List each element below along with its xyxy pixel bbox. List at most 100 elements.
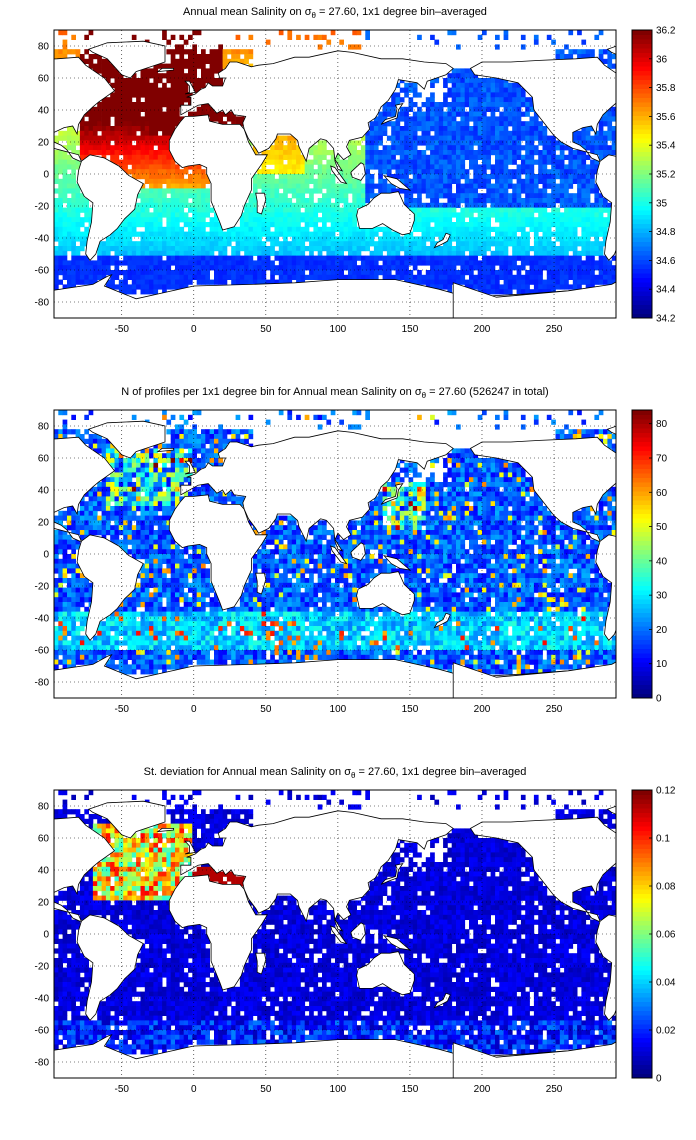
data-cell <box>477 212 483 218</box>
data-cell <box>183 246 189 252</box>
data-cell <box>309 255 314 261</box>
data-cell <box>477 193 483 199</box>
data-cell <box>114 635 120 641</box>
data-cell <box>58 188 63 194</box>
data-cell <box>438 174 444 180</box>
data-cell <box>209 279 215 285</box>
data-cell <box>218 279 223 285</box>
data-cell <box>287 241 293 247</box>
colorbar-segment <box>632 160 652 166</box>
data-cell <box>339 250 344 256</box>
data-cell <box>438 164 444 170</box>
data-cell <box>421 250 427 256</box>
data-cell <box>585 198 591 204</box>
data-cell <box>603 202 608 208</box>
data-cell <box>317 188 323 194</box>
data-cell <box>486 150 491 156</box>
y-tick-label: 60 <box>38 74 50 85</box>
data-cell <box>71 202 76 208</box>
data-cell <box>369 183 375 189</box>
data-cell <box>218 49 223 55</box>
data-cell <box>482 207 487 213</box>
data-cell <box>278 226 284 232</box>
data-cell <box>136 97 141 103</box>
data-cell <box>188 270 193 276</box>
data-cell <box>67 654 72 660</box>
data-cell <box>434 130 440 136</box>
data-cell <box>369 130 375 136</box>
data-cell <box>365 178 370 184</box>
data-cell <box>499 284 504 290</box>
data-cell <box>512 106 517 112</box>
data-cell <box>214 270 219 276</box>
data-cell <box>79 650 85 656</box>
data-cell <box>421 274 427 280</box>
data-cell <box>495 212 500 218</box>
data-cell <box>430 78 435 84</box>
data-cell <box>97 443 102 449</box>
data-cell <box>149 174 154 180</box>
data-cell <box>581 226 587 232</box>
colorbar-segment <box>632 106 652 112</box>
data-cell <box>503 82 509 88</box>
data-cell <box>417 250 422 256</box>
data-cell <box>434 150 440 156</box>
data-cell <box>559 188 565 194</box>
data-cell <box>248 207 254 213</box>
data-cell <box>118 453 124 459</box>
data-cell <box>607 135 613 141</box>
data-cell <box>62 530 68 536</box>
data-cell <box>54 270 59 276</box>
data-cell <box>101 250 107 256</box>
data-cell <box>438 236 444 242</box>
data-cell <box>546 198 552 204</box>
data-cell <box>201 260 206 266</box>
data-cell <box>140 270 146 276</box>
data-cell <box>231 250 236 256</box>
data-cell <box>105 506 111 512</box>
data-cell <box>520 289 526 295</box>
data-cell <box>538 121 543 127</box>
data-cell <box>71 241 76 247</box>
data-cell <box>598 274 604 280</box>
data-cell <box>572 164 578 170</box>
data-cell <box>214 279 219 285</box>
data-cell <box>482 236 487 242</box>
data-cell <box>304 265 310 271</box>
data-cell <box>296 154 301 160</box>
data-cell <box>54 554 59 560</box>
colorbar-tick-label: 34.4 <box>656 285 676 296</box>
data-cell <box>598 145 604 151</box>
data-cell <box>188 202 193 208</box>
data-cell <box>214 255 219 261</box>
data-cell <box>507 135 513 141</box>
data-cell <box>425 145 431 151</box>
data-cell <box>585 188 591 194</box>
data-cell <box>335 207 340 213</box>
data-cell <box>507 178 513 184</box>
data-cell <box>226 265 232 271</box>
data-cell <box>105 453 111 459</box>
data-cell <box>339 169 344 175</box>
data-cell <box>607 116 613 122</box>
data-cell <box>482 135 487 141</box>
data-cell <box>296 246 301 252</box>
data-cell <box>430 121 435 127</box>
data-cell <box>503 270 509 276</box>
data-cell <box>391 135 396 141</box>
data-cell <box>114 520 120 526</box>
data-cell <box>62 544 68 550</box>
data-cell <box>291 270 297 276</box>
data-cell <box>313 265 319 271</box>
data-cell <box>546 274 552 280</box>
data-cell <box>157 135 163 141</box>
data-cell <box>360 202 366 208</box>
data-cell <box>226 241 232 247</box>
data-cell <box>516 193 522 199</box>
colorbar-tick-label: 35.6 <box>656 112 676 123</box>
data-cell <box>495 106 500 112</box>
data-cell <box>520 202 526 208</box>
data-cell <box>131 630 137 636</box>
data-cell <box>533 279 539 285</box>
data-cell <box>516 198 522 204</box>
